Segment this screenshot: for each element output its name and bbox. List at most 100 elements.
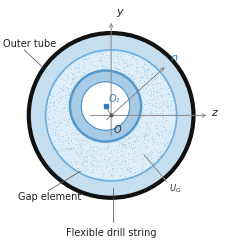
Point xyxy=(133,140,137,144)
Point xyxy=(88,145,92,149)
Point xyxy=(100,60,104,64)
Point xyxy=(94,156,98,159)
Point xyxy=(60,120,64,124)
Point xyxy=(62,118,65,122)
Point xyxy=(101,57,105,61)
Point xyxy=(107,157,110,161)
Point xyxy=(136,142,140,146)
Point xyxy=(95,160,98,164)
Point xyxy=(64,147,68,150)
Point xyxy=(81,71,84,74)
Point xyxy=(173,78,176,82)
Point xyxy=(88,66,92,70)
Point xyxy=(172,104,176,108)
Point xyxy=(51,56,54,60)
Point xyxy=(107,33,110,37)
Point xyxy=(112,37,115,41)
Point xyxy=(100,63,104,66)
Point xyxy=(190,108,194,111)
Point xyxy=(60,157,64,161)
Point xyxy=(128,157,132,161)
Point xyxy=(103,162,106,166)
Point xyxy=(35,132,38,136)
Point xyxy=(146,157,149,161)
Point xyxy=(138,95,142,99)
Point xyxy=(92,51,96,55)
Point xyxy=(171,108,174,111)
Point xyxy=(115,153,118,157)
Point xyxy=(136,124,140,128)
Point xyxy=(120,52,124,55)
Point xyxy=(82,135,85,138)
Point xyxy=(66,113,70,117)
Point xyxy=(182,94,186,98)
Point xyxy=(151,180,155,183)
Point xyxy=(179,144,182,148)
Point xyxy=(140,150,144,154)
Point xyxy=(108,67,112,71)
Point xyxy=(101,51,105,55)
Point xyxy=(114,36,117,40)
Point xyxy=(52,133,56,137)
Point xyxy=(186,132,190,135)
Point xyxy=(140,132,144,136)
Point xyxy=(82,61,86,65)
Point xyxy=(67,136,70,140)
Point xyxy=(35,149,38,152)
Point xyxy=(53,168,57,172)
Point xyxy=(69,139,72,143)
Point xyxy=(43,153,46,157)
Point xyxy=(135,50,139,54)
Point xyxy=(63,83,67,87)
Point xyxy=(158,133,162,137)
Point xyxy=(145,75,148,79)
Point xyxy=(117,67,121,71)
Point xyxy=(51,82,54,86)
Point xyxy=(67,93,70,97)
Point xyxy=(114,36,117,40)
Point xyxy=(128,170,132,174)
Point xyxy=(139,44,143,48)
Point xyxy=(95,37,99,41)
Point xyxy=(50,156,54,160)
Point xyxy=(45,121,49,125)
Point xyxy=(114,169,118,173)
Point xyxy=(76,70,79,74)
Point xyxy=(169,120,173,123)
Point xyxy=(128,57,132,61)
Point xyxy=(77,62,80,66)
Point xyxy=(181,127,185,131)
Point xyxy=(70,116,74,120)
Point xyxy=(159,50,162,54)
Point xyxy=(106,160,110,163)
Point xyxy=(123,177,127,181)
Point xyxy=(170,158,173,162)
Point xyxy=(119,176,123,180)
Point xyxy=(77,170,80,174)
Point xyxy=(142,100,145,104)
Point xyxy=(153,114,157,117)
Point xyxy=(101,60,105,64)
Point xyxy=(38,86,42,90)
Point xyxy=(148,83,152,87)
Point xyxy=(119,168,123,172)
Point xyxy=(123,159,127,162)
Point xyxy=(132,49,136,53)
Point xyxy=(148,92,152,96)
Point xyxy=(160,115,164,119)
Point xyxy=(93,67,97,71)
Point xyxy=(140,65,143,69)
Point xyxy=(156,105,159,108)
Point xyxy=(130,73,133,77)
Point xyxy=(49,152,53,156)
Point xyxy=(156,90,160,93)
Point xyxy=(39,123,43,126)
Point xyxy=(149,103,153,107)
Point xyxy=(112,182,116,186)
Point xyxy=(65,109,68,113)
Point xyxy=(147,184,151,188)
Point xyxy=(116,155,120,159)
Point xyxy=(93,183,97,187)
Point xyxy=(85,61,89,65)
Point xyxy=(142,160,146,163)
